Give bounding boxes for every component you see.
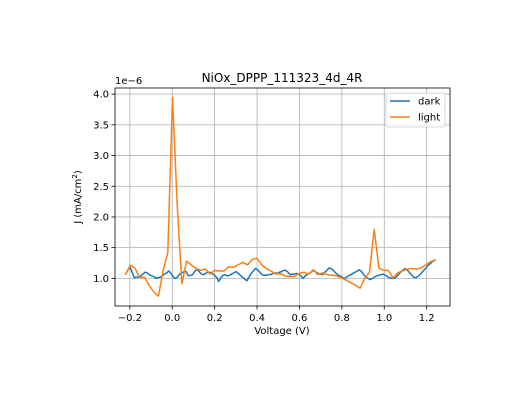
x-tick-label: 1.2 — [419, 313, 435, 324]
legend-label-dark: dark — [418, 97, 441, 108]
y-tick-label: 2.5 — [93, 182, 109, 193]
x-tick-label: 0.6 — [292, 313, 308, 324]
y-tick-label: 3.5 — [93, 120, 109, 131]
series-line-dark — [124, 259, 436, 283]
y-tick-label: 1.5 — [93, 243, 109, 254]
y-tick-label: 1.0 — [93, 274, 109, 285]
y-axis-ticks: 1.0 1.5 2.0 2.5 3.0 3.5 4.0 — [93, 90, 115, 285]
y-axis-label-sup: 2 — [71, 174, 79, 178]
x-tick-label: 0.4 — [249, 313, 265, 324]
x-tick-label: 0.8 — [334, 313, 350, 324]
y-tick-label: 4.0 — [93, 90, 109, 101]
x-tick-label: −0.2 — [118, 313, 142, 324]
x-axis-ticks: −0.2 0.0 0.2 0.4 0.6 0.8 1.0 1.2 — [118, 306, 435, 324]
legend: dark light — [385, 92, 446, 128]
plot-series — [124, 96, 436, 297]
legend-label-light: light — [418, 113, 440, 124]
chart-title: NiOx_DPPP_111323_4d_4R — [202, 71, 363, 85]
x-tick-label: 0.0 — [164, 313, 180, 324]
series-line-light — [124, 96, 436, 297]
y-tick-label: 2.0 — [93, 212, 109, 223]
plot-frame — [114, 87, 451, 307]
y-axis-label-main: J (mA/cm — [73, 179, 84, 225]
y-tick-label: 3.0 — [93, 151, 109, 162]
x-tick-label: 1.0 — [376, 313, 392, 324]
y-axis-label: J (mA/cm2) — [71, 170, 84, 225]
y-offset-label: 1e−6 — [115, 76, 142, 87]
y-axis-label-close: ) — [73, 170, 84, 174]
x-tick-label: 0.2 — [207, 313, 223, 324]
x-axis-label: Voltage (V) — [254, 326, 309, 337]
